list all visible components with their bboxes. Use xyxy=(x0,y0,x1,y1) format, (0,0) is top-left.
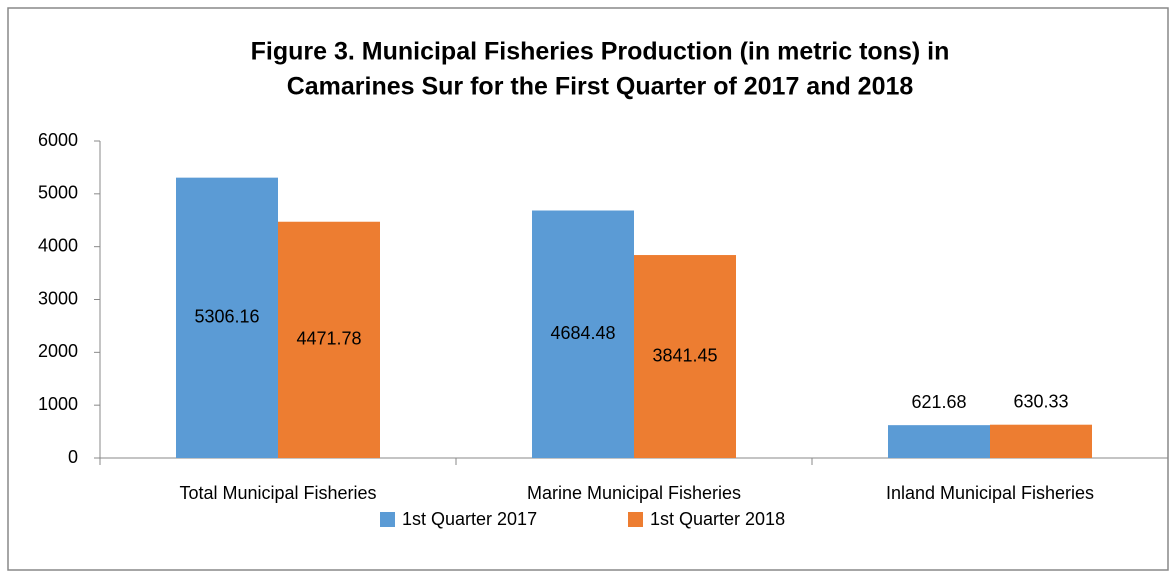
y-tick-label: 3000 xyxy=(38,288,78,308)
data-label: 3841.45 xyxy=(652,345,717,365)
data-label: 630.33 xyxy=(1013,391,1068,411)
x-tick-label: Total Municipal Fisheries xyxy=(179,483,376,503)
bar xyxy=(176,177,278,458)
bar xyxy=(990,424,1092,458)
legend-label: 1st Quarter 2017 xyxy=(402,509,537,529)
data-label: 4684.48 xyxy=(550,323,615,343)
bar xyxy=(278,221,380,458)
legend-label: 1st Quarter 2018 xyxy=(650,509,785,529)
data-label: 621.68 xyxy=(911,392,966,412)
bar xyxy=(634,255,736,458)
data-label: 5306.16 xyxy=(194,307,259,327)
legend-swatch xyxy=(380,512,395,527)
y-tick-label: 0 xyxy=(68,447,78,467)
chart-title: Camarines Sur for the First Quarter of 2… xyxy=(287,73,914,101)
y-tick-label: 6000 xyxy=(38,130,78,150)
bar xyxy=(532,210,634,458)
y-tick-label: 4000 xyxy=(38,235,78,255)
y-tick-label: 5000 xyxy=(38,183,78,203)
bar xyxy=(888,425,990,458)
legend-swatch xyxy=(628,512,643,527)
y-tick-label: 2000 xyxy=(38,341,78,361)
data-label: 4471.78 xyxy=(296,329,361,349)
y-tick-label: 1000 xyxy=(38,394,78,414)
chart-title: Figure 3. Municipal Fisheries Production… xyxy=(251,38,950,66)
x-tick-label: Marine Municipal Fisheries xyxy=(527,483,741,503)
x-tick-label: Inland Municipal Fisheries xyxy=(886,483,1094,503)
